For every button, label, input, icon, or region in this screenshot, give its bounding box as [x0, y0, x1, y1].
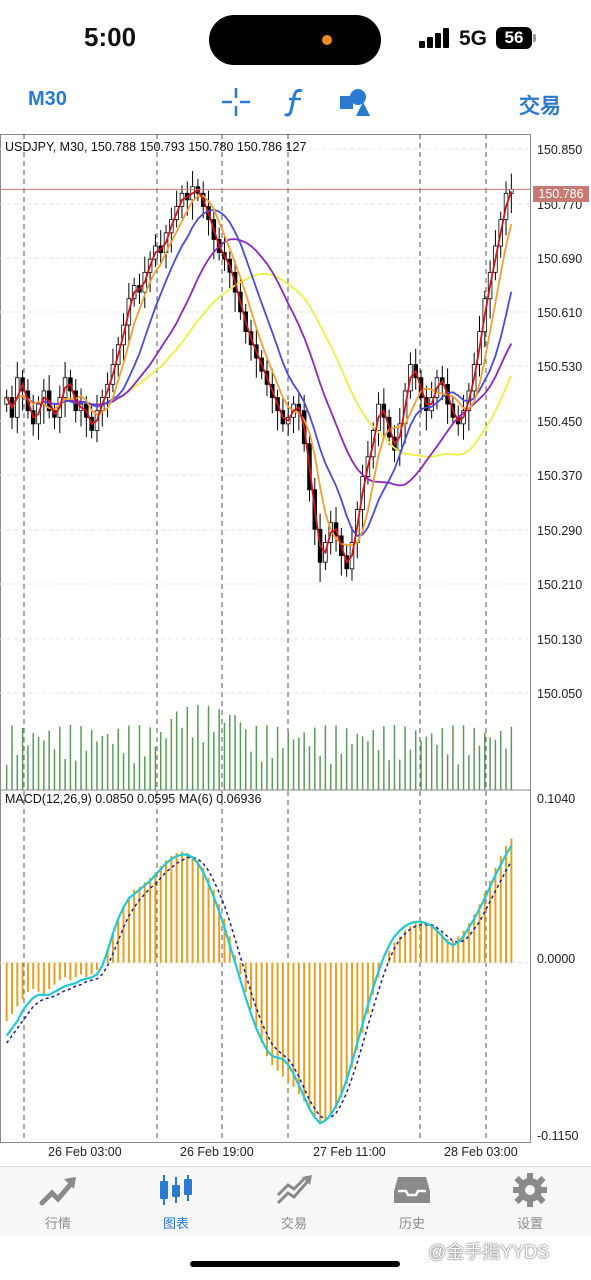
signal-icon — [419, 28, 451, 48]
home-indicator — [190, 1261, 400, 1267]
chart-icon — [160, 1175, 192, 1205]
tab-quotes[interactable]: 行情 — [8, 1173, 108, 1235]
tab-label: 图表 — [162, 1216, 189, 1231]
trade-icon — [276, 1175, 312, 1205]
recording-dot-icon — [322, 35, 332, 45]
status-time: 5:00 — [84, 22, 137, 52]
dynamic-island — [209, 15, 381, 65]
battery-level: 56 — [496, 27, 532, 49]
date-label: 27 Feb 11:00 — [313, 1145, 386, 1159]
current-price-tag: 150.786 — [533, 186, 589, 202]
watermark: @金手指YYDS — [428, 1242, 550, 1262]
quotes-icon — [39, 1177, 76, 1206]
macd-label: 0.0000 — [537, 952, 576, 966]
tab-settings[interactable]: 设置 — [480, 1173, 580, 1235]
ma-blue-line — [5, 208, 513, 537]
tab-label: 交易 — [280, 1216, 307, 1231]
price-label: 150.530 — [537, 360, 583, 374]
tab-history[interactable]: 历史 — [362, 1173, 462, 1235]
price-label: 150.050 — [537, 687, 583, 701]
macd-signal-line — [6, 856, 512, 1120]
price-label: 150.450 — [537, 415, 583, 429]
price-label: 150.130 — [537, 633, 583, 647]
settings-icon — [513, 1173, 547, 1207]
ma-yellow-line — [5, 272, 513, 458]
ma-purple-line — [5, 238, 513, 487]
price-label: 150.290 — [537, 524, 583, 538]
network-type: 5G — [459, 27, 488, 50]
tab-label: 设置 — [516, 1216, 543, 1231]
chart-header: USDJPY, M30, 150.788 150.793 150.780 150… — [5, 140, 307, 154]
tab-label: 行情 — [44, 1216, 71, 1231]
objects-icon[interactable] — [338, 86, 370, 118]
macd-header: MACD(12,26,9) 0.0850 0.0595 MA(6) 0.0693… — [5, 792, 262, 806]
chart-area[interactable]: USDJPY, M30, 150.788 150.793 150.780 150… — [0, 134, 591, 1164]
macd-label: 0.1040 — [537, 792, 576, 806]
price-label: 150.210 — [537, 578, 583, 592]
price-label: 150.610 — [537, 306, 583, 320]
crosshair-icon[interactable] — [220, 86, 252, 118]
status-bar: 5:00 5G 56 — [0, 0, 591, 80]
tab-label: 历史 — [398, 1216, 425, 1231]
function-icon[interactable] — [280, 86, 312, 118]
price-label: 150.850 — [537, 143, 583, 157]
history-icon — [394, 1177, 430, 1203]
price-chart[interactable] — [0, 134, 591, 1164]
date-label: 26 Feb 19:00 — [180, 1145, 254, 1159]
macd-label: -0.1150 — [537, 1129, 579, 1143]
ma-orange-line — [5, 195, 513, 547]
ma-red-line — [5, 188, 513, 565]
price-label: 150.370 — [537, 469, 583, 483]
tab-trade[interactable]: 交易 — [244, 1173, 344, 1235]
price-label: 150.690 — [537, 252, 583, 266]
chart-toolbar: M30 交易 — [0, 80, 591, 132]
date-label: 26 Feb 03:00 — [48, 1145, 122, 1159]
tab-chart[interactable]: 图表 — [126, 1173, 226, 1235]
bottom-tab-bar: 行情 图表 交易 历史 — [0, 1166, 591, 1236]
macd-main-line — [5, 845, 513, 1125]
date-label: 28 Feb 03:00 — [444, 1145, 518, 1159]
battery-icon: 56 — [496, 27, 536, 49]
timeframe-button[interactable]: M30 — [28, 88, 67, 110]
trade-button[interactable]: 交易 — [519, 95, 561, 118]
